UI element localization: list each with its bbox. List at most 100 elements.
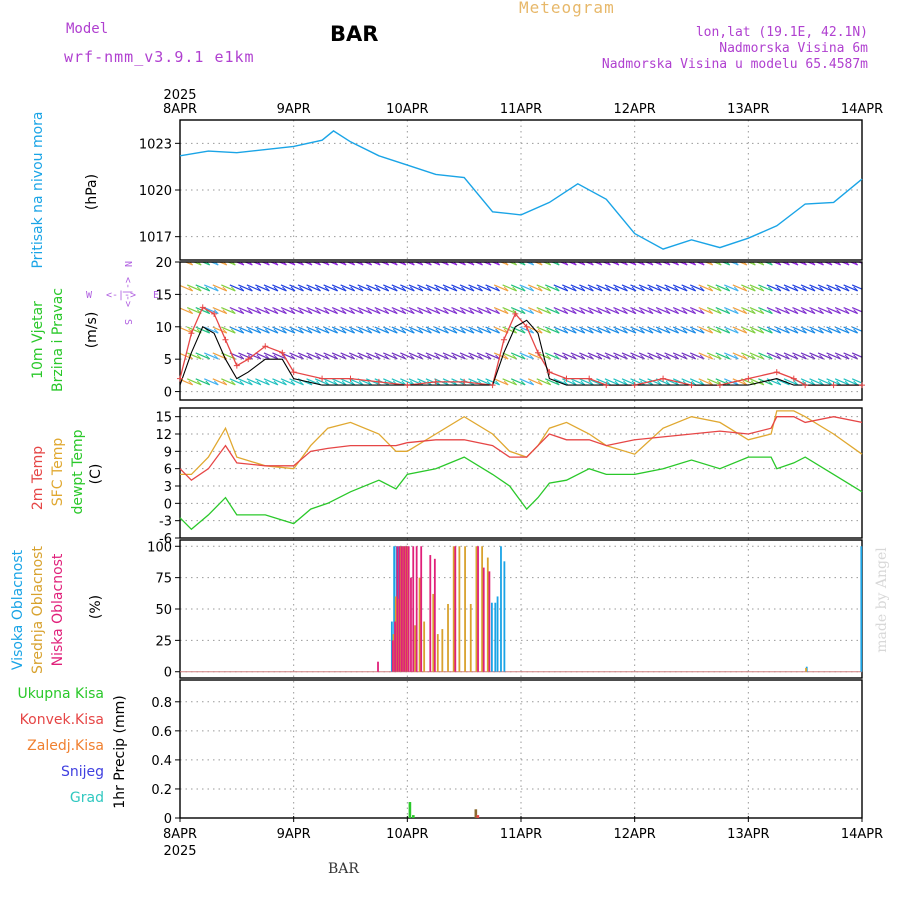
wind-arrow [851, 284, 862, 290]
wind-arrow-head [478, 286, 483, 292]
wind-arrow-head [444, 328, 449, 334]
cloud-bar-srednja [481, 546, 484, 672]
cloud-bar-srednja [414, 625, 416, 672]
time-tick-label-bottom: 11APR [500, 827, 542, 842]
temp-ytick-label: -6 [159, 532, 172, 547]
wind-arrow-head [316, 286, 321, 292]
wind-arrow-head [520, 328, 526, 334]
compass-compass_e: E [153, 290, 159, 301]
wind-arrow [357, 352, 372, 360]
wind-arrow-head [486, 286, 492, 292]
wind-arrow [272, 284, 287, 292]
wind-arrow-head [427, 286, 432, 292]
wind-arrow-head [665, 286, 671, 292]
wind-arrow-head [802, 354, 807, 360]
wind-arrow [689, 352, 705, 360]
wind-arrow-head [385, 262, 390, 266]
wind-speed-marker [233, 362, 240, 369]
wind-frame [179, 261, 863, 401]
wind-arrow [340, 307, 355, 315]
wind-arrow [672, 284, 688, 292]
wind-arrow-head [631, 309, 637, 314]
wind-arrow [408, 326, 424, 334]
wind-arrow-head [810, 309, 816, 314]
wind-arrow [749, 307, 765, 315]
wind-arrow-head [188, 286, 194, 292]
compass-arrows-h: <-|-> [106, 290, 136, 301]
wind-arrow-head [299, 328, 304, 334]
wind-arrow [391, 352, 407, 360]
wind-arrow-head [597, 286, 603, 292]
wind-arrow [576, 262, 586, 266]
wind-arrow [468, 352, 483, 360]
precip-legend-ukupna: Ukupna Kisa [17, 686, 104, 702]
wind-arrow-head [205, 328, 211, 334]
wind-arrow-head [461, 354, 466, 360]
wind-arrow-head [486, 309, 492, 314]
wind-arrow [306, 284, 321, 292]
wind-arrow-head [512, 286, 517, 292]
wind-arrow-head [734, 262, 739, 266]
wind-arrow [706, 378, 722, 386]
wind-arrow-head [699, 380, 705, 386]
wind-arrow-head [512, 262, 517, 266]
time-tick-label-bottom: 9APR [277, 827, 311, 842]
wind-arrow-head [606, 262, 611, 266]
precip-bar-ukupna [474, 809, 478, 818]
wind-arrow [809, 284, 824, 292]
wind-arrow [840, 262, 850, 266]
wind-arrow [758, 326, 773, 334]
wind-arrow-head [699, 309, 705, 314]
wind-arrow-head [401, 286, 407, 292]
cloud-bar-srednja [423, 621, 426, 672]
wind-arrow-head [273, 309, 279, 314]
wind-arrow [732, 326, 748, 334]
wind-arrow [374, 352, 389, 360]
wind-arrow-head [751, 262, 756, 266]
wind-arrow [826, 284, 841, 292]
wind-arrow [834, 352, 850, 360]
wind-arrow-head [640, 328, 645, 334]
wind-arrow [263, 307, 279, 315]
wind-arrow [221, 378, 236, 386]
wind-arrow [601, 262, 611, 266]
wind-arrow-head [273, 380, 279, 386]
wind-arrow [434, 284, 449, 292]
wind-arrow [664, 352, 679, 360]
wind-arrow-head [537, 328, 543, 334]
wind-arrow-head [648, 286, 654, 292]
wind-arrow [502, 307, 517, 315]
wind-arrow-head [768, 328, 773, 334]
wind-ytick-label: 10 [155, 321, 172, 336]
wind-arrow-head [827, 380, 833, 386]
wind-arrow [180, 326, 193, 334]
wind-unit: (m/s) [84, 312, 100, 349]
cloud-bar-srednja [469, 603, 472, 672]
wind-arrow [365, 307, 381, 315]
wind-arrow [391, 326, 407, 334]
wind-arrow [763, 262, 773, 266]
wind-arrow-head [691, 354, 697, 360]
wind-arrow-head [691, 262, 697, 266]
wind-arrow [451, 307, 466, 315]
wind-arrow [562, 352, 577, 360]
compass-arrows-v: <-|-> [122, 277, 133, 307]
wind-arrow [635, 262, 645, 266]
wind-arrow-head [733, 354, 739, 360]
wind-arrow [400, 352, 415, 360]
wind-arrow-head [401, 309, 407, 314]
wind-arrow-head [333, 262, 338, 266]
wind-arrow-head [520, 354, 526, 360]
wind-arrow-head [649, 262, 654, 266]
wind-arrow [817, 378, 833, 386]
wind-arrow [476, 352, 492, 360]
wind-arrow [655, 352, 671, 360]
wind-arrow [493, 284, 509, 292]
wind-arrow [417, 326, 432, 334]
wind-arrow-head [589, 328, 594, 334]
wind-arrow [724, 307, 739, 315]
wind-arrow [817, 284, 833, 292]
wind-arrow-head [759, 309, 765, 314]
wind-arrow [272, 326, 287, 334]
